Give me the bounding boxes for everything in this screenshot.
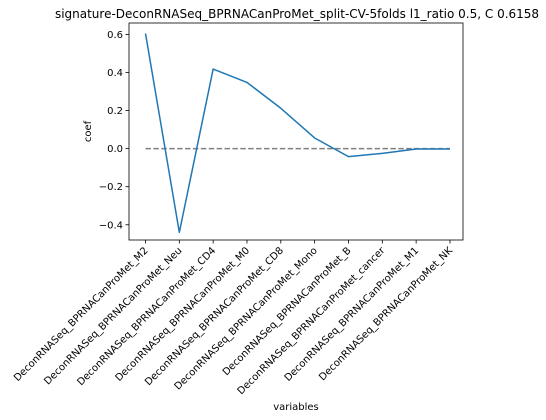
x-axis: DeconRNASeq_BPRNACanProMet_M2DeconRNASeq… bbox=[12, 240, 455, 397]
coef-series-line bbox=[144, 33, 450, 234]
y-tick-label: 0.2 bbox=[107, 106, 123, 117]
chart-title: signature-DeconRNASeq_BPRNACanProMet_spl… bbox=[55, 7, 539, 21]
plot-area bbox=[128, 22, 464, 241]
y-tick-label: −0.2 bbox=[99, 182, 123, 193]
y-tick-label: 0.4 bbox=[107, 68, 123, 79]
y-tick-label: 0.6 bbox=[107, 30, 123, 41]
y-tick-label: 0.0 bbox=[107, 144, 123, 155]
y-axis: 0.6 0.4 0.2 0.0 −0.2 −0.4 bbox=[99, 30, 129, 231]
x-axis-label: variables bbox=[273, 402, 319, 413]
y-axis-label: coef bbox=[83, 120, 94, 142]
y-tick-label: −0.4 bbox=[99, 220, 123, 231]
data-line-group bbox=[144, 33, 450, 234]
